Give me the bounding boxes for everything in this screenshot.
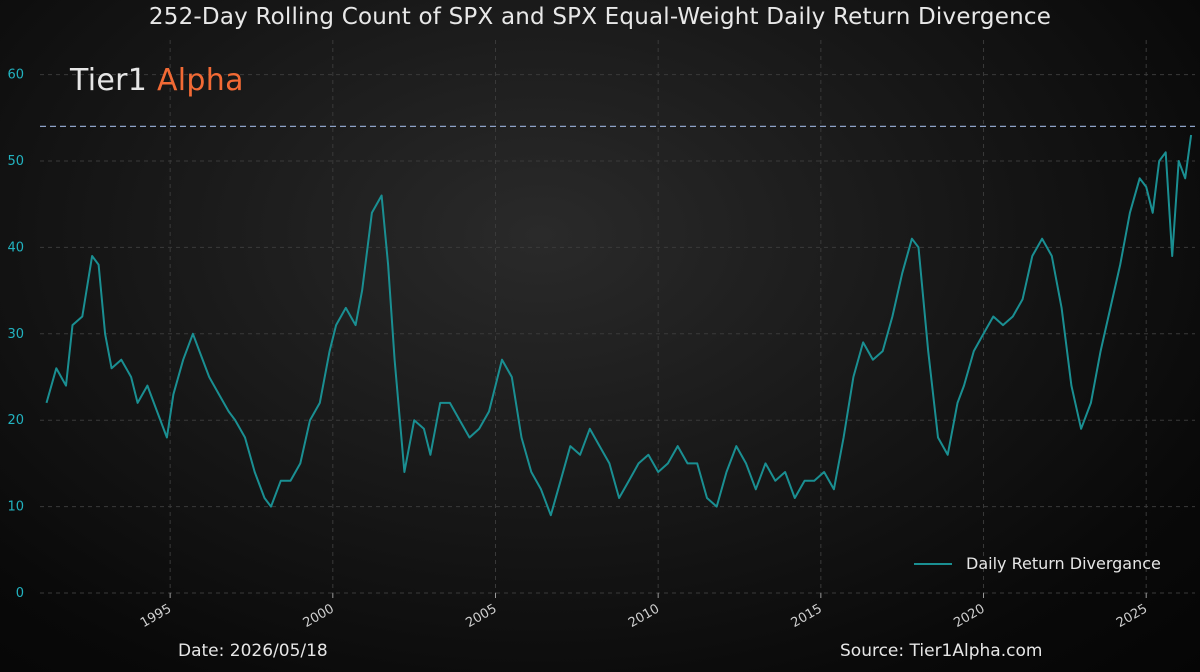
x-tick-label: 2010: [626, 601, 662, 631]
x-tick-label: 2015: [789, 601, 825, 631]
x-tick-label: 2025: [1114, 601, 1150, 631]
series-layer: [45, 134, 1193, 517]
chart-title: 252-Day Rolling Count of SPX and SPX Equ…: [148, 4, 1052, 30]
x-tick-label: 2005: [463, 601, 499, 631]
legend-label: Daily Return Divergance: [966, 554, 1161, 573]
x-tick-label: 1995: [138, 601, 174, 631]
legend-swatch: [914, 562, 952, 565]
axes: 0 10 20 30 40 50 60 1995 2000 2005 2010 2015 2020 202…: [7, 68, 1150, 631]
brand-logo: Tier1 Alpha: [70, 63, 244, 98]
series-line: [45, 134, 1193, 517]
legend: Daily Return Divergance: [914, 554, 1161, 573]
footer-date: Date: 2026/05/18: [178, 641, 328, 661]
y-tick-label: 10: [7, 500, 24, 515]
x-tick-label: 2020: [951, 601, 987, 631]
footer-source: Source: Tier1Alpha.com: [840, 641, 1043, 661]
y-tick-label: 20: [7, 413, 24, 428]
grid: [40, 40, 1195, 594]
brand-part-2: Alpha: [156, 63, 244, 98]
y-tick-label: 60: [7, 68, 24, 83]
brand-part-1: Tier1: [70, 63, 148, 98]
x-tick-label: 2000: [301, 601, 337, 631]
y-tick-label: 40: [7, 240, 24, 255]
y-tick-label: 30: [7, 327, 24, 342]
y-tick-label: 0: [16, 586, 24, 601]
y-tick-label: 50: [7, 154, 24, 169]
